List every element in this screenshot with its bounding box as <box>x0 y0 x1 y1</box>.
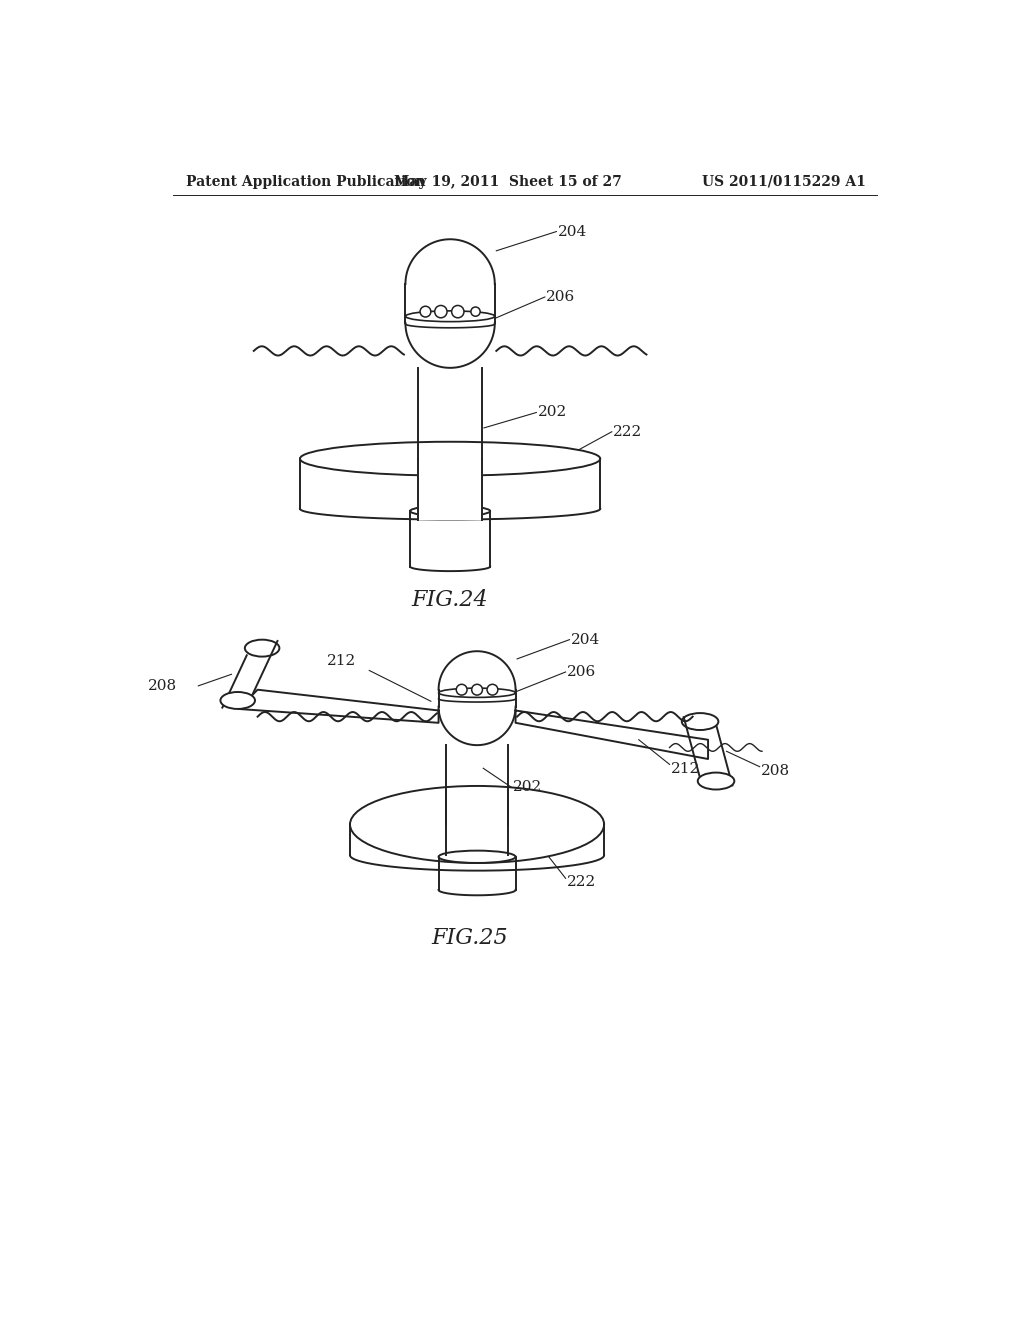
Circle shape <box>472 684 482 696</box>
Text: 206: 206 <box>567 665 596 678</box>
Text: 212: 212 <box>671 762 700 776</box>
Text: 222: 222 <box>613 425 643 438</box>
Text: Patent Application Publication: Patent Application Publication <box>186 174 426 189</box>
Circle shape <box>457 684 467 696</box>
Text: 212: 212 <box>327 655 356 668</box>
Text: FIG.25: FIG.25 <box>431 927 508 949</box>
Text: FIG.24: FIG.24 <box>412 589 488 611</box>
Ellipse shape <box>350 785 604 863</box>
Text: 206: 206 <box>547 290 575 304</box>
Ellipse shape <box>697 772 734 789</box>
Text: US 2011/0115229 A1: US 2011/0115229 A1 <box>702 174 866 189</box>
Text: 208: 208 <box>148 678 177 693</box>
Ellipse shape <box>245 640 280 656</box>
Circle shape <box>452 305 464 318</box>
Ellipse shape <box>220 692 255 709</box>
Bar <box>445 809 509 859</box>
Circle shape <box>435 305 447 318</box>
Ellipse shape <box>682 713 719 730</box>
Circle shape <box>420 306 431 317</box>
Text: 204: 204 <box>558 224 587 239</box>
Ellipse shape <box>438 850 515 863</box>
Ellipse shape <box>410 506 490 516</box>
Circle shape <box>471 308 480 317</box>
Text: 208: 208 <box>761 763 791 777</box>
Text: May 19, 2011  Sheet 15 of 27: May 19, 2011 Sheet 15 of 27 <box>394 174 622 189</box>
Text: 202: 202 <box>513 780 543 795</box>
Text: 222: 222 <box>567 875 596 890</box>
Bar <box>417 459 483 520</box>
Ellipse shape <box>438 688 515 697</box>
Ellipse shape <box>300 442 600 475</box>
Text: 204: 204 <box>571 632 600 647</box>
Ellipse shape <box>406 312 495 322</box>
Text: 202: 202 <box>538 405 567 420</box>
Circle shape <box>487 684 498 696</box>
